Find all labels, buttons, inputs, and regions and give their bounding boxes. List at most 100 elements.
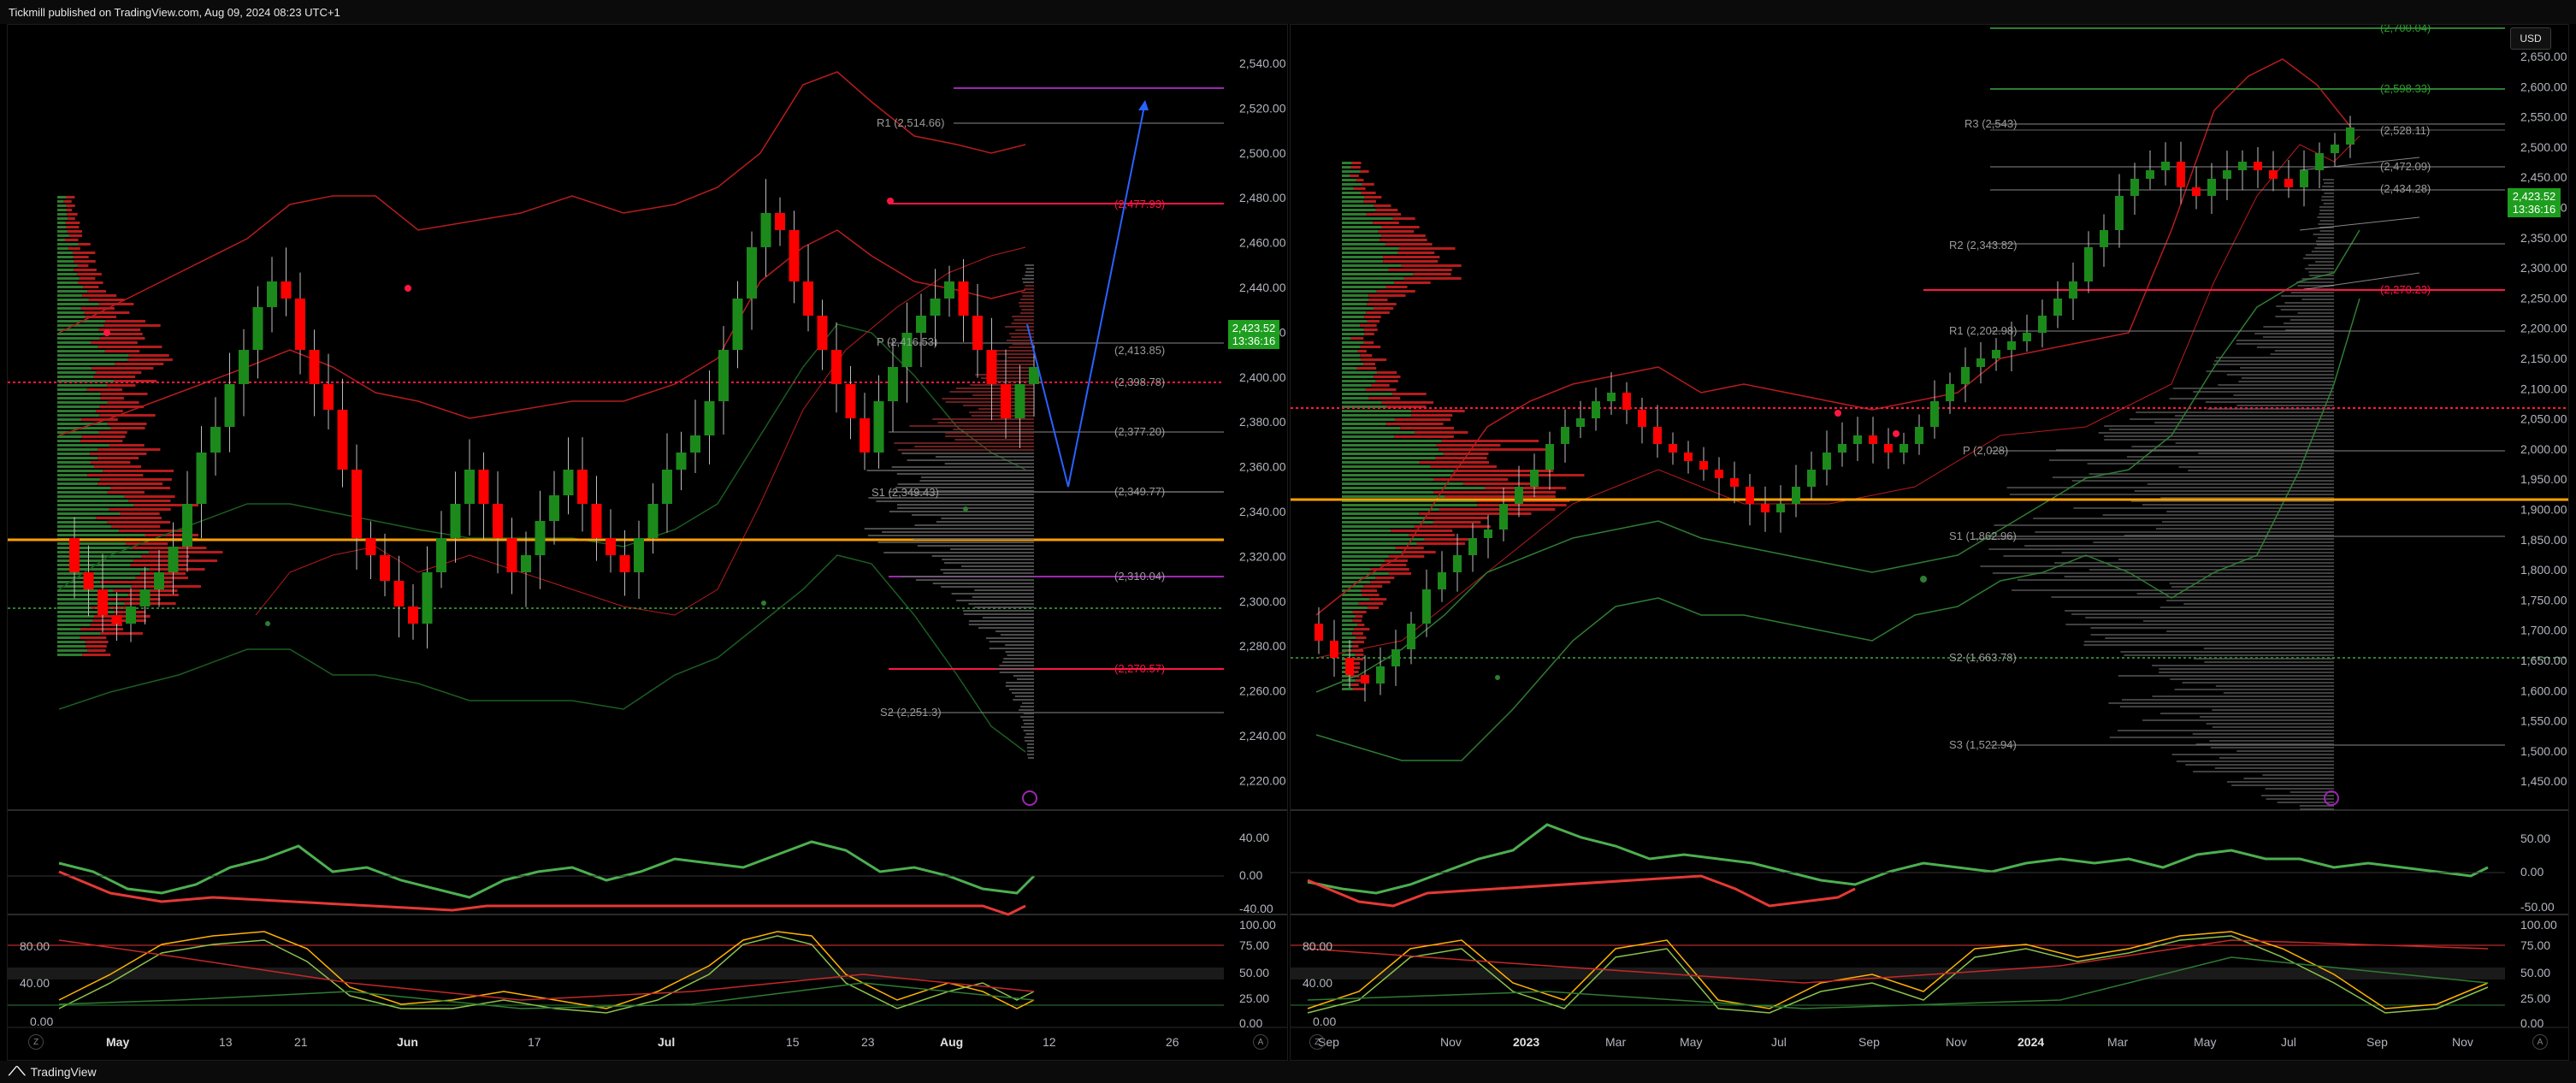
left-level-3: (2,398.78) [1114,376,1165,388]
left-osc-axis-1: 0.00 [1239,868,1262,882]
right-price-axis[interactable]: 2,650.00 2,600.00 2,550.00 2,500.00 2,450.00… [2520,50,2567,788]
right-time-5: Jul [1771,1035,1787,1049]
left-price-label-7: 2,400.00 [1239,370,1286,384]
right-level-3: (2,528.11) [2380,124,2430,137]
currency-button[interactable]: USD [2510,27,2551,50]
left-chart-panel[interactable]: R1 (2,514.66) P (2,416.53) S1 (2,349.43)… [7,24,1288,1061]
right-price-label-2: 2,550.00 [2520,110,2567,124]
right-chart-panel[interactable]: R3 (2,543) R2 (2,343.82) R1 (2,202.98) P… [1290,24,2569,1061]
right-price-label-12: 2,050.00 [2520,412,2567,426]
right-current-price-badge: 2,423.52 13:36:16 [2508,188,2561,217]
right-osc-axis-0: 50.00 [2520,831,2550,845]
left-price-label-8: 2,380.00 [1239,415,1286,429]
publisher-bar: Tickmill published on TradingView.com, A… [0,0,2576,24]
left-time-15: 15 [786,1035,800,1049]
left-lightning-icon[interactable] [1022,790,1037,806]
left-level-1: (2,477.93) [1114,198,1165,210]
right-price-label-20: 1,650.00 [2520,654,2567,667]
right-price-label-16: 1,850.00 [2520,533,2567,547]
left-pivot-r1: R1 (2,514.66) [877,116,945,129]
right-price-label-19: 1,700.00 [2520,624,2567,637]
left-price-label-3: 2,480.00 [1239,191,1286,204]
left-volume-profile [57,196,223,656]
left-price-label-1: 2,520.00 [1239,101,1286,115]
right-osc-axis-2: -50.00 [2520,900,2555,914]
right-level-2: (2,598.33) [2380,82,2431,95]
right-price-label-10: 2,150.00 [2520,352,2567,365]
right-level-6: (2,270.23) [2380,283,2431,296]
left-time-jul: Jul [658,1035,675,1049]
left-time-aug: Aug [940,1035,963,1049]
left-time-12: 12 [1043,1035,1056,1049]
left-price-label-4: 2,460.00 [1239,236,1286,250]
right-session-volume-profile [1973,179,2334,810]
left-pivot-s1: S1 (2,349.43) [871,486,939,499]
right-stoch-r1: 75.00 [2520,938,2550,952]
publisher-title: Tickmill published on TradingView.com, A… [9,5,340,19]
left-chart-canvas[interactable]: R1 (2,514.66) P (2,416.53) S1 (2,349.43)… [8,25,1287,1060]
right-price-label-0: 2,650.00 [2520,50,2567,63]
left-pivot-p: P (2,416.53) [877,335,937,348]
right-time-10: May [2194,1035,2216,1049]
right-chart-canvas[interactable]: R3 (2,543) R2 (2,343.82) R1 (2,202.98) P… [1291,25,2568,1060]
right-price-label-21: 1,600.00 [2520,684,2567,697]
left-price-label-10: 2,340.00 [1239,505,1286,518]
right-time-3: Mar [1605,1035,1626,1049]
tradingview-logo[interactable]: ⟋⟍ TradingView [9,1065,97,1079]
left-stoch-r3: 25.00 [1239,991,1269,1005]
right-time-7: Nov [1946,1035,1967,1049]
left-stoch-r2: 50.00 [1239,966,1269,979]
right-osc-axis-1: 0.00 [2520,865,2544,879]
left-stoch-l2: 0.00 [30,1015,53,1028]
left-price-label-14: 2,260.00 [1239,684,1286,698]
right-current-price: 2,423.52 [2512,190,2556,203]
right-stoch-r2: 50.00 [2520,966,2550,979]
right-time-1: Nov [1440,1035,1462,1049]
left-current-price: 2,423.52 [1232,322,1276,334]
right-pivot-p: P (2,028) [1963,444,2008,457]
left-stoch-r1: 75.00 [1239,938,1269,952]
left-current-price-badge: 2,423.52 13:36:16 [1228,320,1279,349]
right-price-label-13: 2,000.00 [2520,442,2567,456]
right-price-label-17: 1,800.00 [2520,563,2567,577]
left-price-label-0: 2,540.00 [1239,56,1286,70]
left-time-may: May [106,1035,129,1049]
right-zoom-icon[interactable]: Z [1309,1034,1325,1050]
right-lightning-icon[interactable] [2324,790,2339,806]
right-stoch-r0: 100.00 [2520,918,2557,932]
left-auto-scale-icon[interactable]: A [1253,1034,1268,1050]
left-osc-axis-2: -40.00 [1239,902,1273,915]
left-price-axis[interactable]: 2,540.00 2,520.00 2,500.00 2,480.00 2,460.00… [1239,56,1286,787]
left-candles [69,179,1039,649]
right-time-13: Nov [2452,1035,2473,1049]
left-pivot-s2: S2 (2,251.3) [880,706,942,719]
left-time-21: 21 [294,1035,308,1049]
right-price-label-9: 2,200.00 [2520,322,2567,335]
right-time-4: May [1680,1035,1702,1049]
right-time-2: 2023 [1513,1035,1539,1049]
right-price-label-23: 1,500.00 [2520,744,2567,758]
left-time-13: 13 [219,1035,233,1049]
left-price-label-12: 2,300.00 [1239,595,1286,608]
right-pivot-s3: S3 (1,522.94) [1949,738,2017,751]
right-stoch-l1: 40.00 [1303,976,1332,990]
right-time-12: Sep [2366,1035,2388,1049]
right-price-label-8: 2,250.00 [2520,291,2567,305]
left-zoom-icon[interactable]: Z [28,1034,44,1050]
right-candles [1315,115,2354,702]
right-time-9: Mar [2107,1035,2128,1049]
right-price-label-3: 2,500.00 [2520,140,2567,154]
right-auto-scale-icon[interactable]: A [2532,1034,2548,1050]
left-time-jun: Jun [397,1035,418,1049]
forecast-path [1026,101,1146,488]
footer-bar: ⟋⟍ TradingView [0,1061,2576,1083]
tradingview-logo-icon: ⟋⟍ [9,1065,26,1079]
right-pivot-r1: R1 (2,202.98) [1949,324,2018,337]
right-price-label-11: 2,100.00 [2520,382,2567,395]
right-time-11: Jul [2281,1035,2296,1049]
footer-brand: TradingView [30,1065,97,1079]
right-price-label-14: 1,950.00 [2520,472,2567,486]
right-level-1: (2,700.04) [2380,25,2431,34]
left-price-label-5: 2,440.00 [1239,281,1286,294]
right-pivot-r3: R3 (2,543) [1964,117,2017,130]
